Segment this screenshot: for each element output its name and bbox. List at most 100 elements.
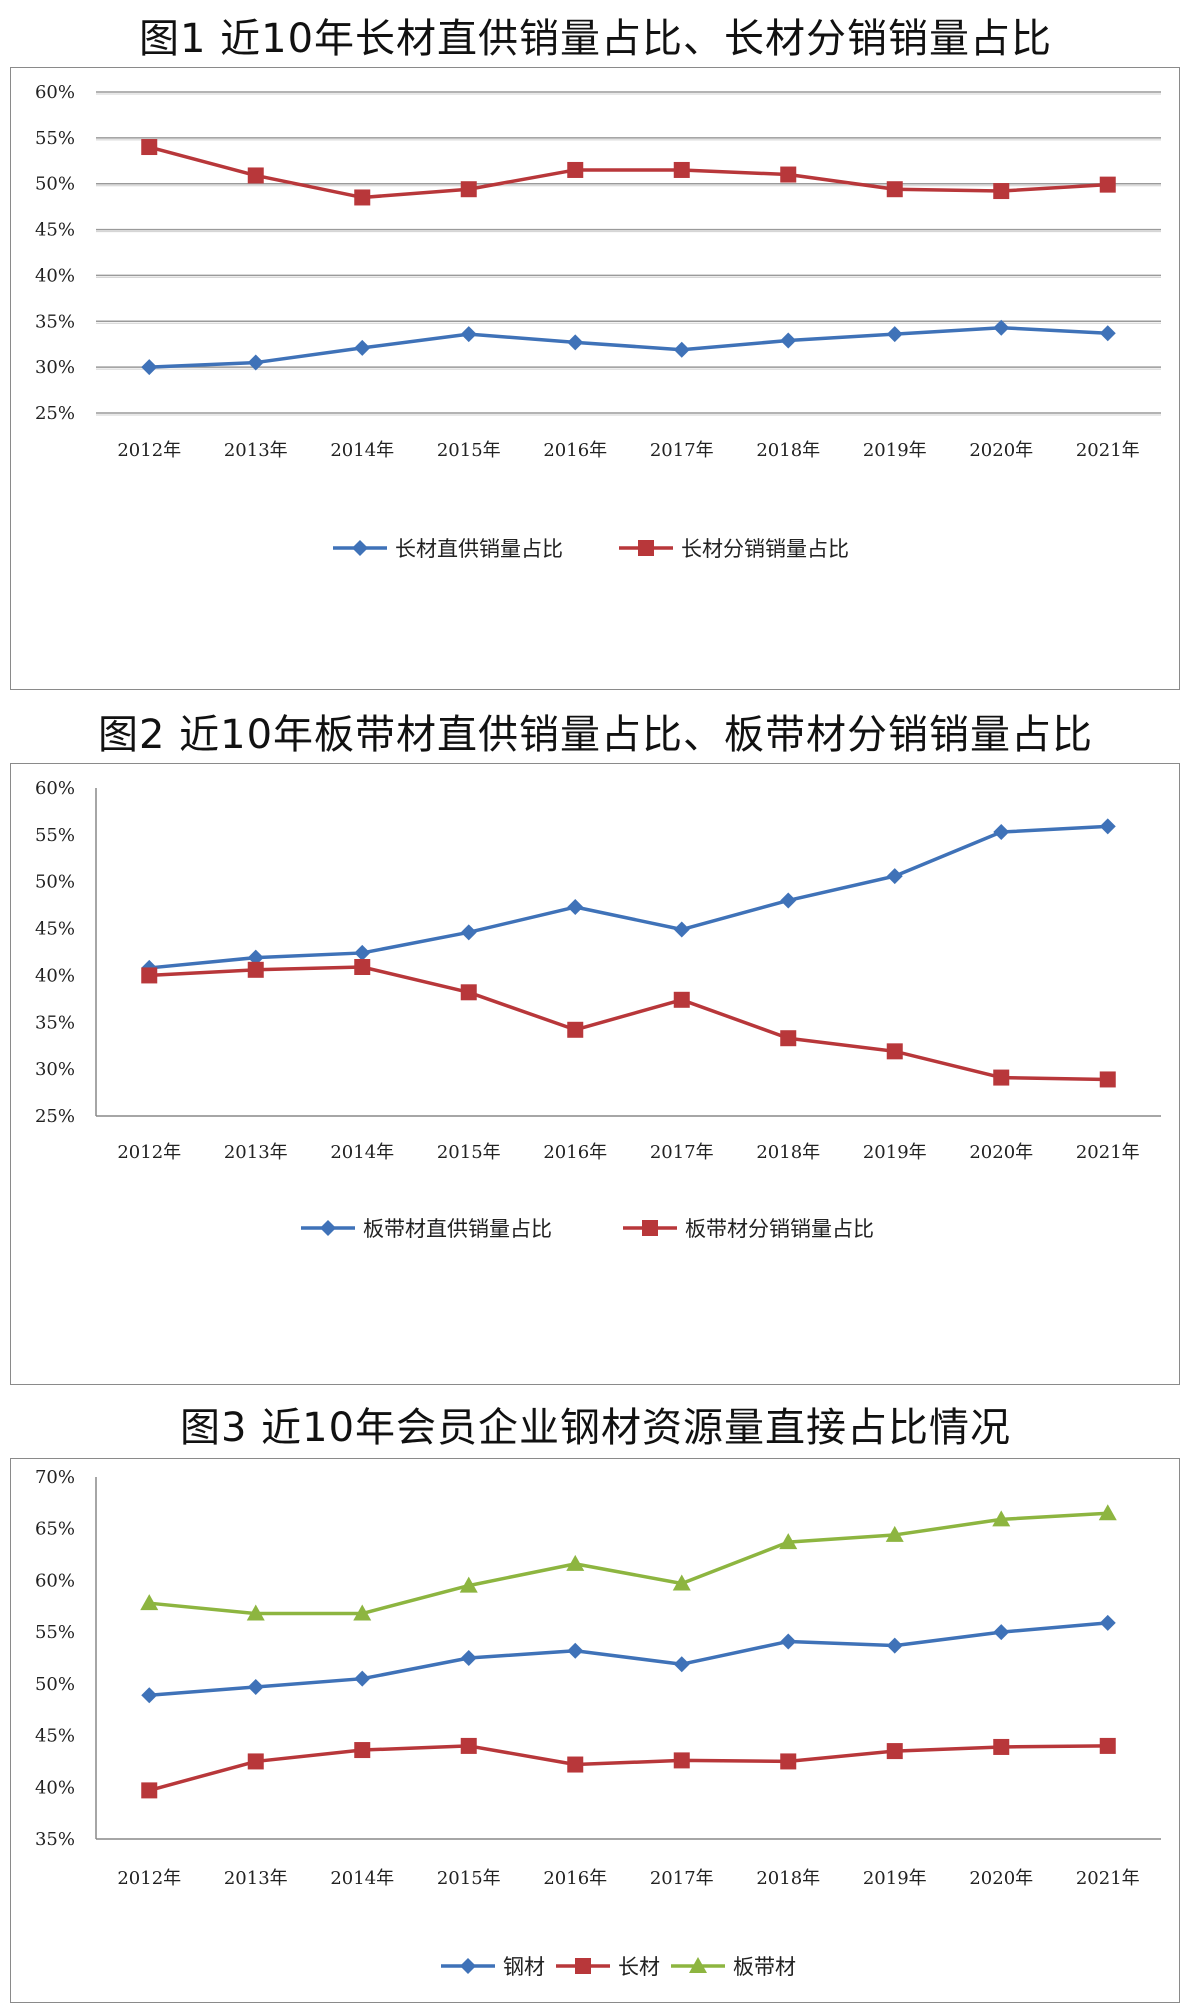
chart2-svg: 25% 30% 35% 40% 45% 50% 55% 60% 2012年 2013年 2014年 2… [35,778,1161,1241]
legend-marker-3 [689,1957,707,1973]
series-1-point [780,892,797,909]
y-tick-label: 30% [35,357,75,378]
series-2-point [673,1752,690,1769]
series-2-point [673,991,690,1008]
series-1-point [460,924,477,941]
series-2-point [780,1753,797,1770]
series-line-3 [149,1511,1108,1616]
series-1-point [1099,818,1116,835]
series-1-point [673,341,690,358]
legend-marker-2 [575,1958,591,1974]
x-tick-label: 2013年 [224,1142,288,1163]
series-1-point [141,1687,158,1704]
series-1-point [780,1633,797,1650]
x-tick-label: 2015年 [437,1142,501,1163]
series-line-2 [148,1744,1108,1793]
series-1-point [354,339,371,356]
legend-label-1: 板带材直供销量占比 [363,1217,552,1241]
series-2-point [1099,1737,1116,1754]
y-tick-label: 40% [35,265,75,286]
y-tick-label: 50% [35,872,75,893]
series-2-point [354,958,371,975]
x-tick-label: 2019年 [863,1868,927,1889]
y-tick-label: 45% [35,220,75,241]
x-tick-label: 2019年 [863,440,927,461]
series-2-point [993,1738,1010,1755]
series-2-point [993,1069,1010,1086]
series-1-point [354,1670,371,1687]
y-tick-label: 55% [35,1622,75,1643]
legend-marker-2 [638,540,654,556]
legend-label-1: 钢材 [503,1955,545,1979]
legend-marker-1 [352,540,368,556]
series-1-point [567,899,584,916]
series-2-point [673,161,690,178]
x-tick-label: 2012年 [117,1142,181,1163]
x-tick-label: 2018年 [756,1142,820,1163]
y-tick-label: 35% [35,311,75,332]
series-2-point [886,181,903,198]
series-2-point [567,1756,584,1773]
series-2-point [141,139,158,156]
series-1-point [993,824,1010,841]
series-2-point [141,1782,158,1799]
series-1-point [673,921,690,938]
x-tick-label: 2016年 [543,1142,607,1163]
series-2-point [1099,176,1116,193]
series-1-point [567,334,584,351]
y-tick-label: 60% [35,1570,75,1591]
series-2-point [247,1753,264,1770]
series-2-point [1099,1071,1116,1088]
legend-label-2: 长材 [618,1955,660,1979]
series-1-point [886,868,903,885]
legend-label-2: 板带材分销销量占比 [685,1217,874,1241]
x-tick-label: 2017年 [650,1142,714,1163]
series-line-2 [149,965,1108,1082]
x-tick-label: 2019年 [863,1142,927,1163]
x-tick-label: 2013年 [224,440,288,461]
series-2-point [886,1743,903,1760]
series-2-point [247,961,264,978]
y-tick-label: 30% [35,1059,75,1080]
x-tick-label: 2012年 [117,440,181,461]
legend-marker-1 [460,1958,476,1974]
series-3-point [779,1533,798,1550]
y-tick-label: 40% [35,1777,75,1798]
series-2-point [460,984,477,1001]
x-tick-label: 2013年 [224,1868,288,1889]
x-tick-label: 2018年 [756,440,820,461]
y-tick-label: 45% [35,1726,75,1747]
chart3-title: 图3 近10年会员企业钢材资源量直接占比情况 [179,1405,1012,1451]
series-line-1 [149,325,1108,369]
x-tick-label: 2014年 [330,1142,394,1163]
series-1-point [247,949,264,966]
x-tick-label: 2021年 [1076,1868,1140,1889]
x-tick-label: 2016年 [543,1868,607,1889]
series-2-point [460,181,477,198]
series-line-1 [149,824,1108,970]
x-tick-label: 2018年 [756,1868,820,1889]
y-tick-label: 35% [35,1012,75,1033]
series-2-point [247,167,264,184]
x-tick-label: 2015年 [437,440,501,461]
y-tick-label: 70% [35,1467,75,1488]
chart1-title: 图1 近10年长材直供销量占比、长材分销销量占比 [138,16,1053,62]
chart1-svg: 25% 30% 35% 40% 45% 50% 55% 60% 2012年 2013年 2014年 2… [35,82,1161,561]
series-3-point [459,1576,478,1593]
series-3-point [140,1594,159,1611]
series-1-point [886,1637,903,1654]
legend-label-1: 长材直供销量占比 [395,537,563,561]
y-tick-label: 50% [35,1674,75,1695]
legend-label-2: 长材分销销量占比 [681,537,849,561]
series-3-point [885,1525,904,1542]
series-3-point [992,1510,1011,1527]
chart2-title: 图2 近10年板带材直供销量占比、板带材分销销量占比 [97,712,1094,758]
x-tick-label: 2014年 [330,1868,394,1889]
series-line-2 [148,145,1108,200]
series-2-point [993,183,1010,200]
series-1-point [993,1624,1010,1641]
chart3-frame: 35% 40% 45% 50% 55% 60% 65% 70% 2012年 2013年 2014年 2… [10,1458,1180,2003]
series-1-point [567,1642,584,1659]
x-tick-label: 2021年 [1076,440,1140,461]
x-tick-label: 2021年 [1076,1142,1140,1163]
